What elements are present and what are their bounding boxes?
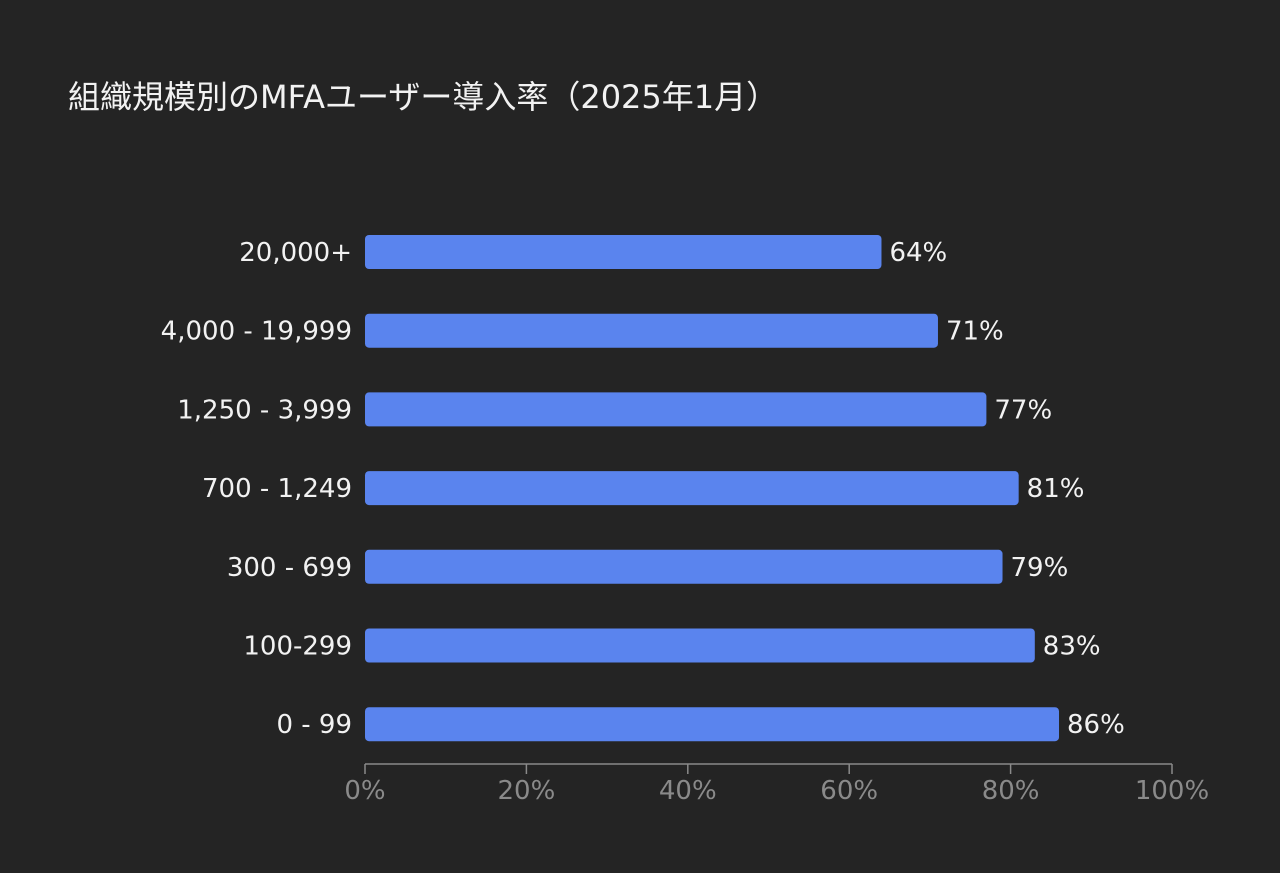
category-label: 4,000 - 19,999 — [161, 317, 352, 347]
x-tick-label: 20% — [498, 776, 556, 806]
bar — [365, 392, 987, 427]
bar — [365, 549, 1003, 584]
bar — [365, 471, 1019, 506]
category-label: 0 - 99 — [276, 710, 352, 740]
data-label: 71% — [946, 317, 1004, 347]
x-tick-label: 0% — [344, 776, 385, 806]
bar — [365, 707, 1060, 742]
data-label: 81% — [1027, 474, 1085, 504]
category-label: 1,250 - 3,999 — [177, 395, 352, 425]
data-label: 83% — [1043, 632, 1101, 662]
category-label: 300 - 699 — [227, 553, 352, 583]
category-label: 100-299 — [243, 632, 352, 662]
x-tick-label: 80% — [982, 776, 1040, 806]
bar — [365, 235, 882, 269]
chart-title: 組織規模別のMFAユーザー導入率（2025年1月） — [68, 78, 779, 116]
data-label: 79% — [1011, 553, 1069, 583]
data-label: 86% — [1067, 710, 1125, 740]
x-tick-label: 40% — [659, 776, 717, 806]
bar — [365, 628, 1035, 663]
category-label: 20,000+ — [239, 238, 352, 268]
x-tick-label: 60% — [820, 776, 878, 806]
bar — [365, 313, 938, 348]
data-label: 77% — [994, 395, 1052, 425]
data-label: 64% — [889, 238, 947, 268]
x-tick-label: 100% — [1135, 776, 1209, 806]
category-label: 700 - 1,249 — [202, 474, 352, 504]
